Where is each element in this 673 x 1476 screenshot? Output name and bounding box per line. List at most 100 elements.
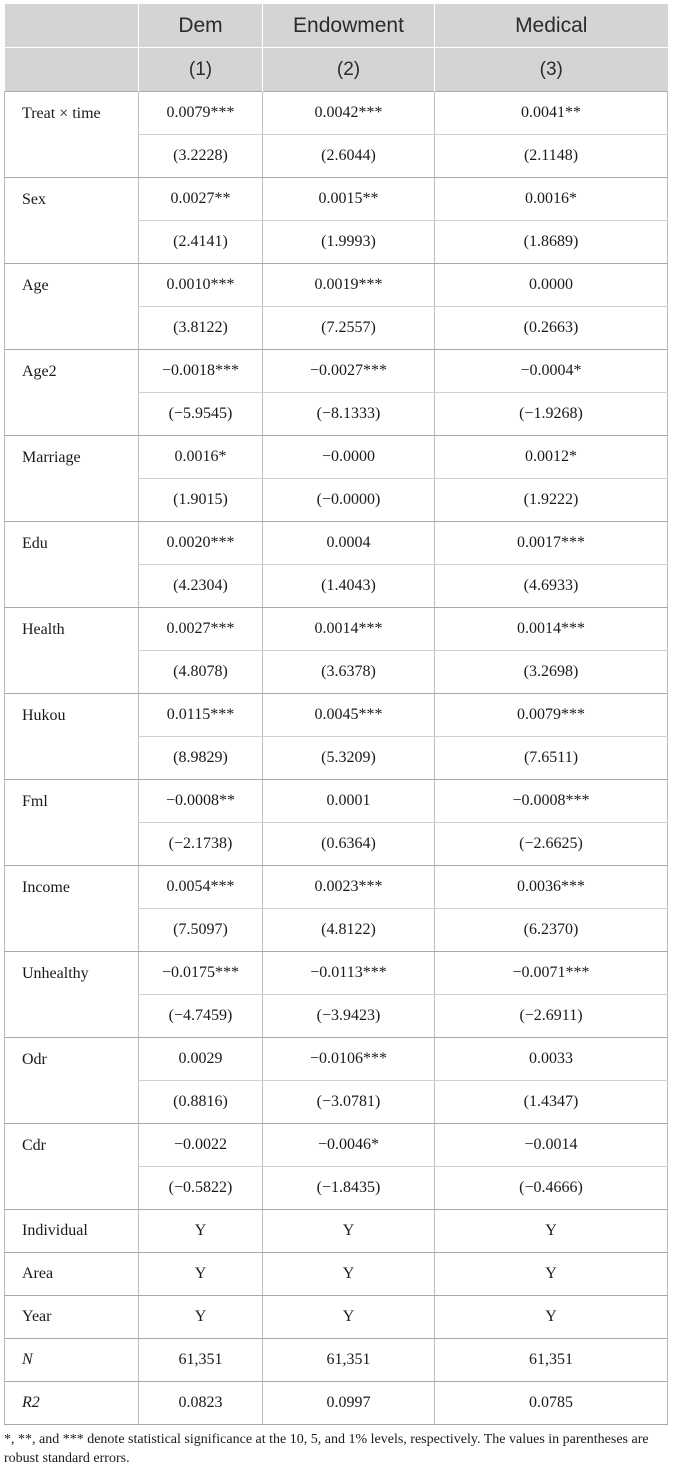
value-cell: 0.0997	[262, 1381, 435, 1425]
tstat-cell: (−1.8435)	[262, 1166, 435, 1210]
value-cell: 61,351	[434, 1338, 668, 1382]
variable-label: Cdr	[4, 1123, 139, 1210]
value-cell: Y	[262, 1209, 435, 1253]
coefficient-cell: −0.0000	[262, 435, 435, 479]
coefficient-cell: 0.0017***	[434, 521, 668, 565]
tstat-cell: (−3.9423)	[262, 994, 435, 1038]
variable-label: Edu	[4, 521, 139, 608]
coefficient-cell: 0.0029	[138, 1037, 263, 1081]
header-cell-col3: (3)	[434, 47, 668, 92]
control-row: Area Y Y Y	[4, 1252, 668, 1296]
coefficient-cell: 0.0041**	[434, 91, 668, 135]
coefficient-cell: 0.0010***	[138, 263, 263, 307]
coefficient-cell: 0.0015**	[262, 177, 435, 221]
value-cell: 0.0785	[434, 1381, 668, 1425]
coef-row: Age 0.0010*** 0.0019*** 0.0000	[4, 263, 668, 350]
coefficient-cell: −0.0014	[434, 1123, 668, 1167]
tstat-cell: (−2.6625)	[434, 822, 668, 866]
tstat-cell: (3.2698)	[434, 650, 668, 694]
coefficient-cell: 0.0079***	[138, 91, 263, 135]
coefficient-cell: 0.0036***	[434, 865, 668, 909]
stat-row: (−4.7459) (−3.9423) (−2.6911)	[5, 994, 668, 1038]
control-row: Year Y Y Y	[4, 1295, 668, 1339]
variable-label: Odr	[4, 1037, 139, 1124]
coefficient-cell: 0.0020***	[138, 521, 263, 565]
coefficient-cell: 0.0016*	[138, 435, 263, 479]
tstat-cell: (2.1148)	[434, 134, 668, 178]
tstat-cell: (1.8689)	[434, 220, 668, 264]
variable-label: Unhealthy	[4, 951, 139, 1038]
tstat-cell: (0.8816)	[138, 1080, 263, 1124]
variable-label: Age	[4, 263, 139, 350]
tstat-cell: (0.2663)	[434, 306, 668, 350]
tstat-cell: (−4.7459)	[138, 994, 263, 1038]
coef-row: Marriage 0.0016* −0.0000 0.0012*	[4, 435, 668, 522]
coefficient-cell: 0.0004	[262, 521, 435, 565]
coef-row: Income 0.0054*** 0.0023*** 0.0036***	[4, 865, 668, 952]
coefficient-cell: 0.0027***	[138, 607, 263, 651]
tstat-cell: (1.9993)	[262, 220, 435, 264]
coef-row: Health 0.0027*** 0.0014*** 0.0014***	[4, 607, 668, 694]
coefficient-cell: 0.0033	[434, 1037, 668, 1081]
variable-label: Health	[4, 607, 139, 694]
coefficient-cell: 0.0045***	[262, 693, 435, 737]
stat-row: (−5.9545) (−8.1333) (−1.9268)	[5, 392, 668, 436]
coefficient-cell: 0.0014***	[262, 607, 435, 651]
variable-label: R2	[4, 1381, 139, 1425]
tstat-cell: (4.8078)	[138, 650, 263, 694]
header-cell-medical: Medical	[434, 4, 668, 48]
value-cell: 0.0823	[138, 1381, 263, 1425]
stat-row: (1.9015) (−0.0000) (1.9222)	[5, 478, 668, 522]
tstat-cell: (7.6511)	[434, 736, 668, 780]
variable-label: Marriage	[4, 435, 139, 522]
coefficient-cell: 0.0016*	[434, 177, 668, 221]
stat-row: (−0.5822) (−1.8435) (−0.4666)	[5, 1166, 668, 1210]
coef-row: Edu 0.0020*** 0.0004 0.0017***	[4, 521, 668, 608]
variable-label: Area	[4, 1252, 139, 1296]
stat-row: (2.4141) (1.9993) (1.8689)	[5, 220, 668, 264]
header-cell-stub	[4, 4, 139, 48]
coefficient-cell: −0.0022	[138, 1123, 263, 1167]
tstat-cell: (0.6364)	[262, 822, 435, 866]
tstat-cell: (6.2370)	[434, 908, 668, 952]
coefficient-cell: −0.0008***	[434, 779, 668, 823]
coef-row: Fml −0.0008** 0.0001 −0.0008***	[4, 779, 668, 866]
table-body: Treat × time 0.0079*** 0.0042*** 0.0041** (3…	[4, 91, 668, 1425]
tstat-cell: (−5.9545)	[138, 392, 263, 436]
variable-label: Individual	[4, 1209, 139, 1253]
tstat-cell: (7.5097)	[138, 908, 263, 952]
variable-label: Fml	[4, 779, 139, 866]
tstat-cell: (−0.5822)	[138, 1166, 263, 1210]
tstat-cell: (−2.1738)	[138, 822, 263, 866]
tstat-cell: (−8.1333)	[262, 392, 435, 436]
tstat-cell: (4.6933)	[434, 564, 668, 608]
coef-row: Age2 −0.0018*** −0.0027*** −0.0004*	[4, 349, 668, 436]
coefficient-cell: −0.0004*	[434, 349, 668, 393]
tstat-cell: (2.4141)	[138, 220, 263, 264]
stat-row: (4.8078) (3.6378) (3.2698)	[5, 650, 668, 694]
coefficient-cell: 0.0000	[434, 263, 668, 307]
value-cell: Y	[262, 1252, 435, 1296]
variable-label: Year	[4, 1295, 139, 1339]
variable-label: Income	[4, 865, 139, 952]
coefficient-cell: 0.0027**	[138, 177, 263, 221]
coefficient-cell: 0.0014***	[434, 607, 668, 651]
coefficient-cell: −0.0027***	[262, 349, 435, 393]
coefficient-cell: 0.0001	[262, 779, 435, 823]
tstat-cell: (7.2557)	[262, 306, 435, 350]
coefficient-cell: 0.0079***	[434, 693, 668, 737]
header-cell-dem: Dem	[138, 4, 263, 48]
header-cell-col2: (2)	[262, 47, 435, 92]
coefficient-cell: −0.0113***	[262, 951, 435, 995]
header-row-numbers: (1) (2) (3)	[4, 47, 668, 92]
tstat-cell: (1.9222)	[434, 478, 668, 522]
value-cell: Y	[262, 1295, 435, 1339]
tstat-cell: (4.2304)	[138, 564, 263, 608]
header-cell-endowment: Endowment	[262, 4, 435, 48]
variable-label: Hukou	[4, 693, 139, 780]
stat-row: (7.5097) (4.8122) (6.2370)	[5, 908, 668, 952]
regression-table: Dem Endowment Medical (1) (2) (3) Treat …	[4, 4, 668, 1425]
tstat-cell: (−1.9268)	[434, 392, 668, 436]
tstat-cell: (−2.6911)	[434, 994, 668, 1038]
table-footnote: *, **, and *** denote statistical signif…	[4, 1432, 649, 1466]
